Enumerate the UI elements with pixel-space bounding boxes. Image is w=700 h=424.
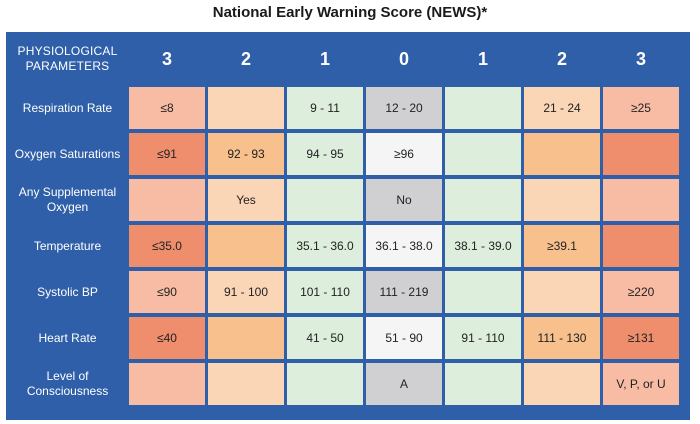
row-label-systolic-bp: Systolic BP <box>9 271 126 313</box>
table-cell <box>524 363 600 405</box>
news-score-table: PHYSIOLOGICAL PARAMETERS 3 2 1 0 1 2 3 R… <box>6 32 690 420</box>
table-cell <box>129 179 205 221</box>
table-cell <box>445 271 521 313</box>
table-cell <box>208 363 284 405</box>
table-cell: ≥131 <box>603 317 679 359</box>
table-cell <box>524 179 600 221</box>
table-cell <box>445 179 521 221</box>
row-label-respiration-rate: Respiration Rate <box>9 87 126 129</box>
table-cell: 38.1 - 39.0 <box>445 225 521 267</box>
table-cell: 21 - 24 <box>524 87 600 129</box>
table-cell: 111 - 219 <box>366 271 442 313</box>
table-cell: 35.1 - 36.0 <box>287 225 363 267</box>
header-score: 3 <box>603 35 679 83</box>
table-cell: ≥96 <box>366 133 442 175</box>
table-cell <box>208 225 284 267</box>
table-cell <box>603 179 679 221</box>
table-cell: No <box>366 179 442 221</box>
header-score: 1 <box>445 35 521 83</box>
table-cell <box>287 363 363 405</box>
table-cell <box>603 133 679 175</box>
header-score: 1 <box>287 35 363 83</box>
header-score: 2 <box>524 35 600 83</box>
table-cell: 9 - 11 <box>287 87 363 129</box>
table-cell <box>129 363 205 405</box>
table-cell: 111 - 130 <box>524 317 600 359</box>
table-cell <box>287 179 363 221</box>
table-cell: A <box>366 363 442 405</box>
table-cell: ≤8 <box>129 87 205 129</box>
table-cell: ≥220 <box>603 271 679 313</box>
row-label-temperature: Temperature <box>9 225 126 267</box>
table-cell <box>445 363 521 405</box>
table-cell: 92 - 93 <box>208 133 284 175</box>
table-cell: 12 - 20 <box>366 87 442 129</box>
table-cell: Yes <box>208 179 284 221</box>
table-cell: 91 - 100 <box>208 271 284 313</box>
table-cell <box>208 317 284 359</box>
header-physiological-parameters: PHYSIOLOGICAL PARAMETERS <box>9 35 126 83</box>
table-cell <box>208 87 284 129</box>
table-cell: 91 - 110 <box>445 317 521 359</box>
table-cell <box>524 133 600 175</box>
header-score: 0 <box>366 35 442 83</box>
table-cell: ≥39.1 <box>524 225 600 267</box>
table-cell: 101 - 110 <box>287 271 363 313</box>
row-label-heart-rate: Heart Rate <box>9 317 126 359</box>
table-cell: 51 - 90 <box>366 317 442 359</box>
row-label-oxygen-saturations: Oxygen Saturations <box>9 133 126 175</box>
table-cell <box>524 271 600 313</box>
table-cell <box>603 225 679 267</box>
header-score: 2 <box>208 35 284 83</box>
table-cell: 94 - 95 <box>287 133 363 175</box>
table-cell: ≥25 <box>603 87 679 129</box>
table-cell: ≤35.0 <box>129 225 205 267</box>
row-label-level-of-consciousness: Level of Consciousness <box>9 363 126 405</box>
table-cell: ≤91 <box>129 133 205 175</box>
header-score: 3 <box>129 35 205 83</box>
table-cell <box>445 87 521 129</box>
table-cell: 41 - 50 <box>287 317 363 359</box>
table-cell <box>445 133 521 175</box>
table-cell: 36.1 - 38.0 <box>366 225 442 267</box>
table-cell: ≤40 <box>129 317 205 359</box>
row-label-supplemental-oxygen: Any Supplemental Oxygen <box>9 179 126 221</box>
table-cell: V, P, or U <box>603 363 679 405</box>
table-cell: ≤90 <box>129 271 205 313</box>
page-title: National Early Warning Score (NEWS)* <box>212 4 488 21</box>
